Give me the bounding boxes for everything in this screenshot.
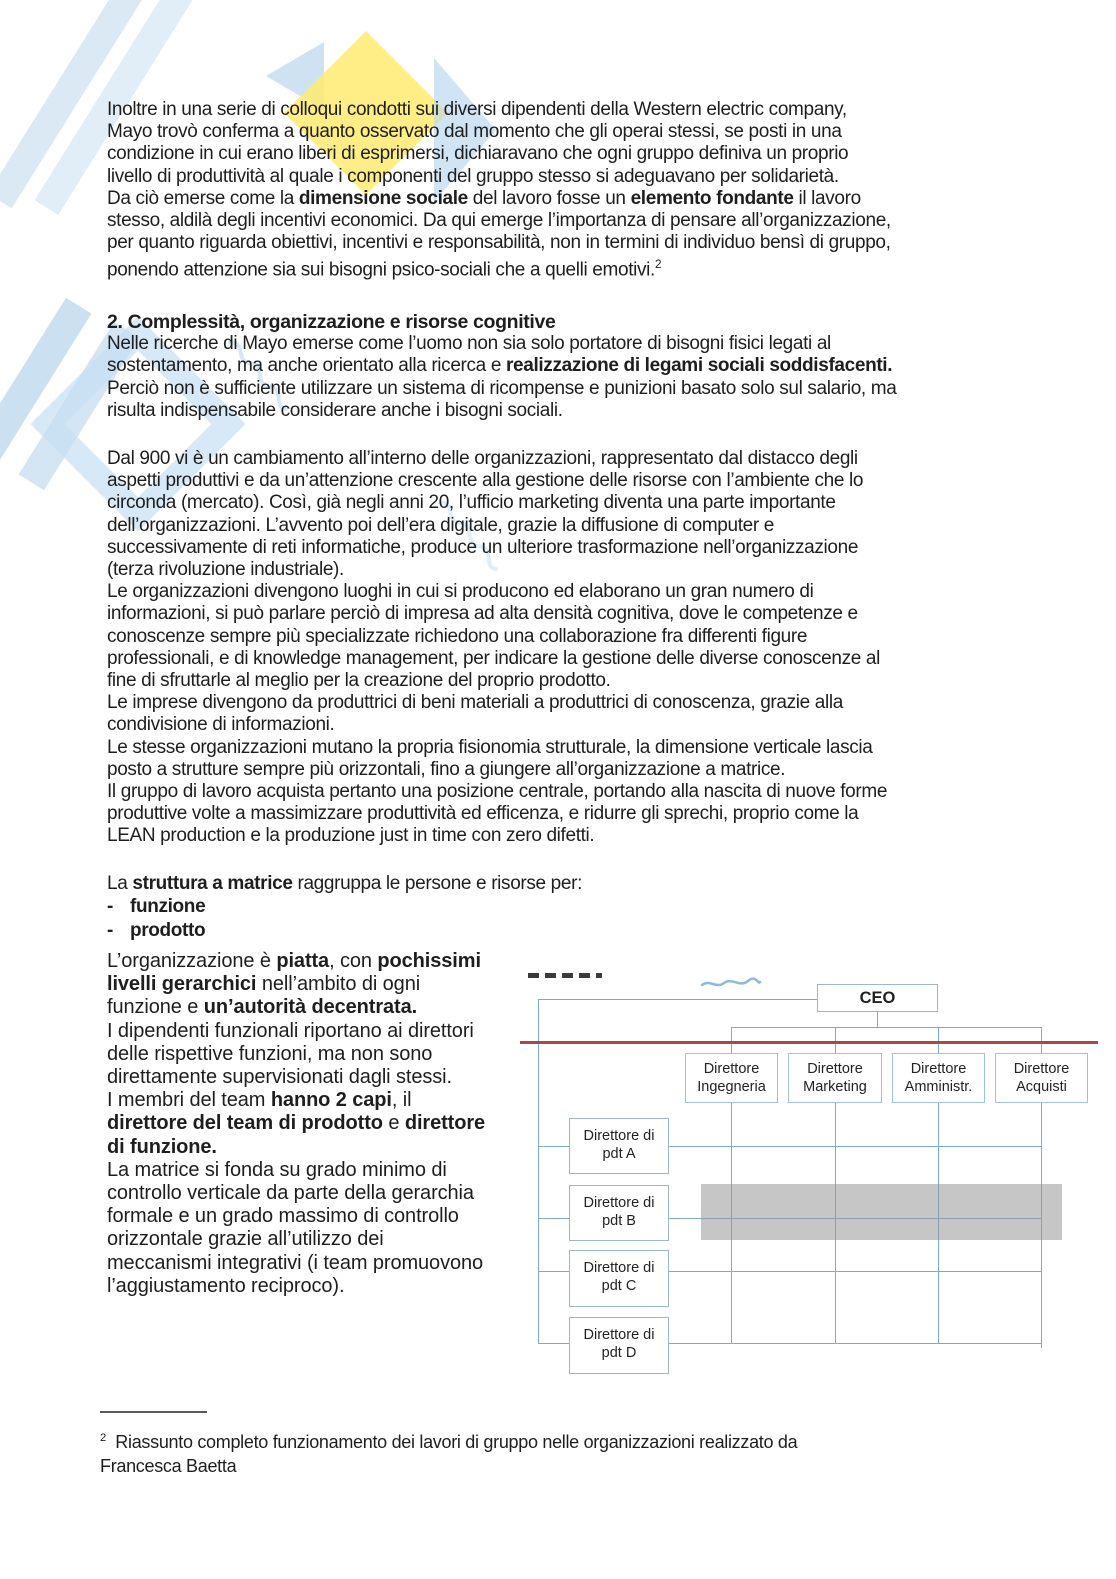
matrix-structure-intro: La struttura a matrice raggruppa le pers… bbox=[107, 873, 583, 941]
product-box-b: Direttore di pdt B bbox=[569, 1185, 669, 1241]
section-2: 2. Complessità, organizzazione e risorse… bbox=[107, 311, 897, 422]
connector-drop bbox=[1041, 1027, 1042, 1054]
paragraph-western-electric: Inoltre in una serie di colloqui condott… bbox=[107, 99, 891, 281]
connector-bracket bbox=[731, 1027, 1042, 1028]
clipped-text-fragment bbox=[528, 973, 602, 978]
highlight-band-product-b bbox=[701, 1184, 1062, 1240]
matrix-row-line bbox=[538, 1146, 1042, 1147]
watermark-triangle bbox=[434, 58, 496, 202]
connector-left-rail bbox=[538, 999, 539, 1344]
product-box-d: Direttore di pdt D bbox=[569, 1317, 669, 1374]
connector-drop bbox=[835, 1027, 836, 1054]
paragraph-organizations-change: Dal 900 vi è un cambiamento all’interno … bbox=[107, 448, 888, 847]
matrix-description-column: L’organizzazione è piatta, con pochissim… bbox=[107, 950, 486, 1297]
function-box-acquisti: Direttore Acquisti bbox=[995, 1053, 1088, 1103]
section-heading: 2. Complessità, organizzazione e risorse… bbox=[107, 311, 556, 333]
red-divider-line bbox=[520, 1041, 1098, 1044]
connector-drop bbox=[938, 1027, 939, 1054]
function-box-amministr: Direttore Amministr. bbox=[892, 1053, 985, 1103]
function-box-marketing: Direttore Marketing bbox=[788, 1053, 882, 1103]
connector-ceo-down bbox=[877, 1012, 878, 1028]
product-box-c: Direttore di pdt C bbox=[569, 1250, 669, 1307]
footnote-divider bbox=[100, 1411, 207, 1413]
product-box-a: Direttore di pdt A bbox=[569, 1118, 669, 1174]
ceo-box: CEO bbox=[817, 984, 938, 1012]
org-chart-figure: CEO Direttore Ingegneria Direttore Marke… bbox=[520, 958, 1116, 1388]
watermark-script-squiggle bbox=[426, 490, 503, 585]
watermark-script-squiggle bbox=[216, 330, 293, 425]
connector-drop bbox=[731, 1027, 732, 1054]
matrix-row-line bbox=[538, 1343, 1042, 1344]
function-box-ingegneria: Direttore Ingegneria bbox=[685, 1053, 778, 1103]
matrix-row-line bbox=[538, 1271, 1042, 1272]
footnote: 2 Riassunto completo funzionamento dei l… bbox=[100, 1432, 798, 1476]
paragraph-mayo-research: Nelle ricerche di Mayo emerse come l’uom… bbox=[107, 333, 897, 421]
connector-ceo-left bbox=[538, 999, 817, 1000]
